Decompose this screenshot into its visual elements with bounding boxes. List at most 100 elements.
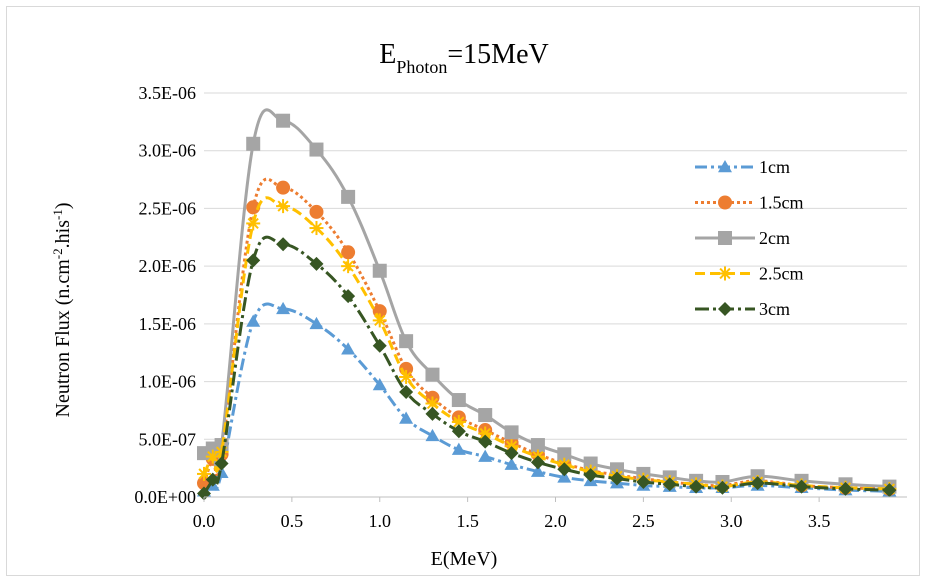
y-axis-title: Neutron Flux (n.cm-2.his-1) [50,202,75,417]
legend-item: 3cm [695,299,790,319]
legend-marker [718,195,732,210]
legend-label: 3cm [759,299,790,319]
legend-item: 2.5cm [695,264,804,284]
data-point [372,378,387,391]
data-point [478,449,493,462]
x-tick-label: 2.5 [632,511,655,531]
data-point [276,199,291,214]
x-tick-label: 3.0 [720,511,743,531]
asterisk-stroke [207,450,219,463]
data-point [309,316,324,330]
series-3cm [197,235,897,501]
data-point [689,479,704,494]
y-tick-label: 3.5E-06 [139,83,197,103]
legend-marker [718,160,732,173]
data-point [882,483,897,498]
data-point [794,479,809,494]
data-point [399,384,414,399]
legend-item: 1.5cm [695,193,804,213]
data-point [214,456,229,471]
series-1cm [197,301,897,497]
y-tick-label: 0.0E+00 [134,487,196,507]
data-point [504,457,519,470]
data-point [399,334,414,349]
data-point [425,406,440,421]
data-point [276,113,291,128]
data-point [341,189,356,204]
series-layer [197,108,897,501]
legend: 1cm 1.5cm 2cm 2.5cm 3cm [695,157,804,319]
data-point [276,237,291,252]
legend-marker [718,231,732,245]
series-2cm [197,108,897,494]
legend-item: 1cm [695,157,790,177]
data-point [341,245,356,260]
data-point [583,468,598,483]
data-point [309,221,324,236]
y-axis-title-main: Neutron Flux (n.cm [52,259,74,418]
y-tick-label: 3.0E-06 [139,141,197,161]
asterisk-stroke [479,427,491,440]
data-point [838,481,853,496]
data-point [478,434,493,449]
asterisk-stroke [426,397,439,410]
y-axis-title-end: ) [52,202,74,209]
y-tick-label: 1.5E-06 [139,314,197,334]
data-point [557,470,572,483]
legend-label: 1.5cm [759,193,804,213]
asterisk-stroke [400,371,412,383]
data-point [246,200,261,215]
data-point [662,477,677,492]
data-point [399,369,414,384]
data-point [451,442,466,455]
data-point [246,136,261,151]
data-point [197,466,211,481]
asterisk-stroke [198,468,210,480]
data-point [276,180,291,195]
legend-label: 2cm [759,228,790,248]
x-tick-label: 3.5 [808,511,831,531]
x-tick-label: 1.0 [369,511,392,531]
data-point [276,301,291,315]
x-tick-label: 2.0 [544,511,567,531]
data-point [451,424,466,439]
x-tick-label: 0.5 [281,511,304,531]
asterisk-stroke [247,217,259,230]
y-tick-label: 2.0E-06 [139,256,197,276]
asterisk-stroke [342,260,354,272]
data-point [309,204,324,219]
asterisk-stroke [310,222,323,234]
asterisk-stroke [453,416,465,428]
data-point [530,438,545,453]
legend-marker [718,302,732,316]
x-tick-label: 1.5 [456,511,479,531]
data-point [425,367,440,382]
chart-title: EPhoton=15MeV [379,39,548,77]
data-point [715,480,730,495]
data-point [341,342,356,355]
data-point [399,411,414,424]
data-point [636,474,651,489]
data-point [504,446,519,461]
data-point [246,314,261,327]
data-point [557,462,572,477]
y-tick-label: 5.0E-07 [139,429,197,449]
data-point [530,464,545,477]
asterisk-stroke [374,314,386,327]
data-point [451,393,466,408]
series-2-5cm [197,196,897,496]
y-tick-label: 1.0E-06 [139,372,197,392]
data-point [478,408,493,423]
data-point [610,471,625,486]
chart-title-subscript: Photon [396,57,447,77]
data-point [205,472,220,487]
data-point [557,447,572,462]
legend-item: 2cm [695,228,790,248]
data-point [530,455,545,470]
y-axis-title-mid: .his [52,220,74,249]
data-point [372,313,387,328]
data-point [425,428,440,442]
data-point [504,425,519,440]
data-point [309,256,324,271]
y-axis-title-sup1: -2 [50,248,65,259]
